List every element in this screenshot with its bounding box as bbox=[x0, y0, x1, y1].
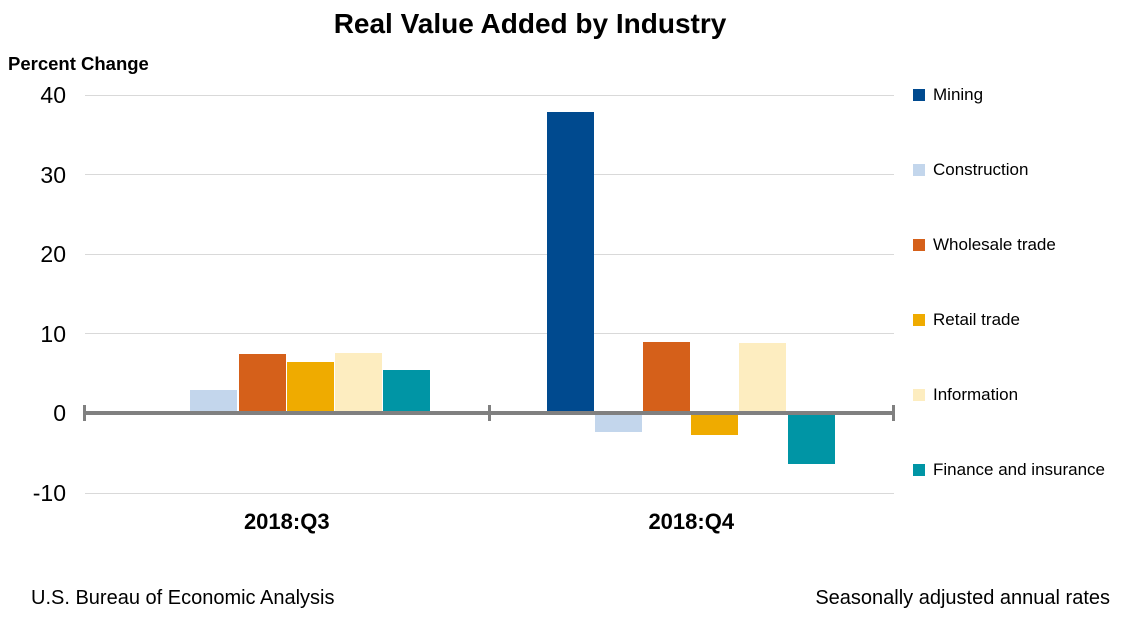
legend-item-finance-and-insurance: Finance and insurance bbox=[913, 460, 1106, 479]
bar-information-2018-q3 bbox=[334, 352, 382, 414]
legend-item-wholesale-trade: Wholesale trade bbox=[913, 235, 1056, 254]
legend-swatch-retail-trade bbox=[913, 314, 925, 326]
legend-label-mining: Mining bbox=[933, 85, 984, 104]
bar-mining-2018-q4 bbox=[546, 111, 594, 414]
y-tick-label-40: 40 bbox=[40, 82, 66, 108]
legend-label-construction: Construction bbox=[933, 160, 1029, 179]
y-tick-label-10: 10 bbox=[40, 320, 66, 347]
bar-construction-2018-q4 bbox=[594, 413, 642, 432]
legend-swatch-wholesale-trade bbox=[913, 239, 925, 251]
bar-retail-trade-2018-q4 bbox=[691, 413, 739, 435]
bar-wholesale-trade-2018-q4 bbox=[643, 341, 691, 414]
legend-item-information: Information bbox=[913, 385, 1019, 404]
legend-item-retail-trade: Retail trade bbox=[913, 310, 1020, 329]
y-axis-unit-label: Percent Change bbox=[8, 53, 149, 74]
axis-boundary-tick-1 bbox=[487, 405, 491, 422]
gridline-20 bbox=[84, 253, 894, 255]
bar-retail-trade-2018-q3 bbox=[286, 362, 334, 414]
y-tick-label-20: 20 bbox=[40, 241, 66, 268]
gridline-30 bbox=[84, 174, 894, 176]
y-tick-label--10: -10 bbox=[32, 480, 66, 506]
bar-information-2018-q4 bbox=[739, 342, 787, 414]
axis-boundary-tick-2 bbox=[892, 405, 895, 422]
gridline-40 bbox=[84, 94, 894, 96]
legend-label-information: Information bbox=[933, 385, 1019, 404]
rates-note: Seasonally adjusted annual rates bbox=[815, 587, 1110, 609]
legend-item-construction: Construction bbox=[913, 160, 1029, 179]
y-tick-label-0: 0 bbox=[53, 400, 66, 427]
axis-boundary-tick-0 bbox=[83, 405, 86, 422]
y-tick-label-30: 30 bbox=[40, 161, 66, 188]
legend-label-wholesale-trade: Wholesale trade bbox=[933, 235, 1056, 254]
source-note: U.S. Bureau of Economic Analysis bbox=[31, 587, 335, 609]
x-axis-label-2018-q3: 2018:Q3 bbox=[243, 509, 330, 534]
legend-swatch-mining bbox=[913, 89, 925, 101]
bar-finance-and-insurance-2018-q4 bbox=[787, 413, 835, 465]
legend-swatch-information bbox=[913, 389, 925, 401]
legend-label-retail-trade: Retail trade bbox=[933, 310, 1020, 329]
bar-finance-and-insurance-2018-q3 bbox=[383, 370, 431, 414]
legend-swatch-finance-and-insurance bbox=[913, 464, 925, 476]
gridline--10 bbox=[84, 492, 894, 494]
legend-label-finance-and-insurance: Finance and insurance bbox=[933, 460, 1106, 479]
legend-item-mining: Mining bbox=[913, 85, 984, 104]
gridline-10 bbox=[84, 333, 894, 335]
bar-wholesale-trade-2018-q3 bbox=[238, 354, 286, 414]
legend-swatch-construction bbox=[913, 164, 925, 176]
x-axis-label-2018-q4: 2018:Q4 bbox=[648, 509, 735, 534]
chart-title: Real Value Added by Industry bbox=[333, 8, 727, 39]
bar-construction-2018-q3 bbox=[190, 390, 238, 414]
